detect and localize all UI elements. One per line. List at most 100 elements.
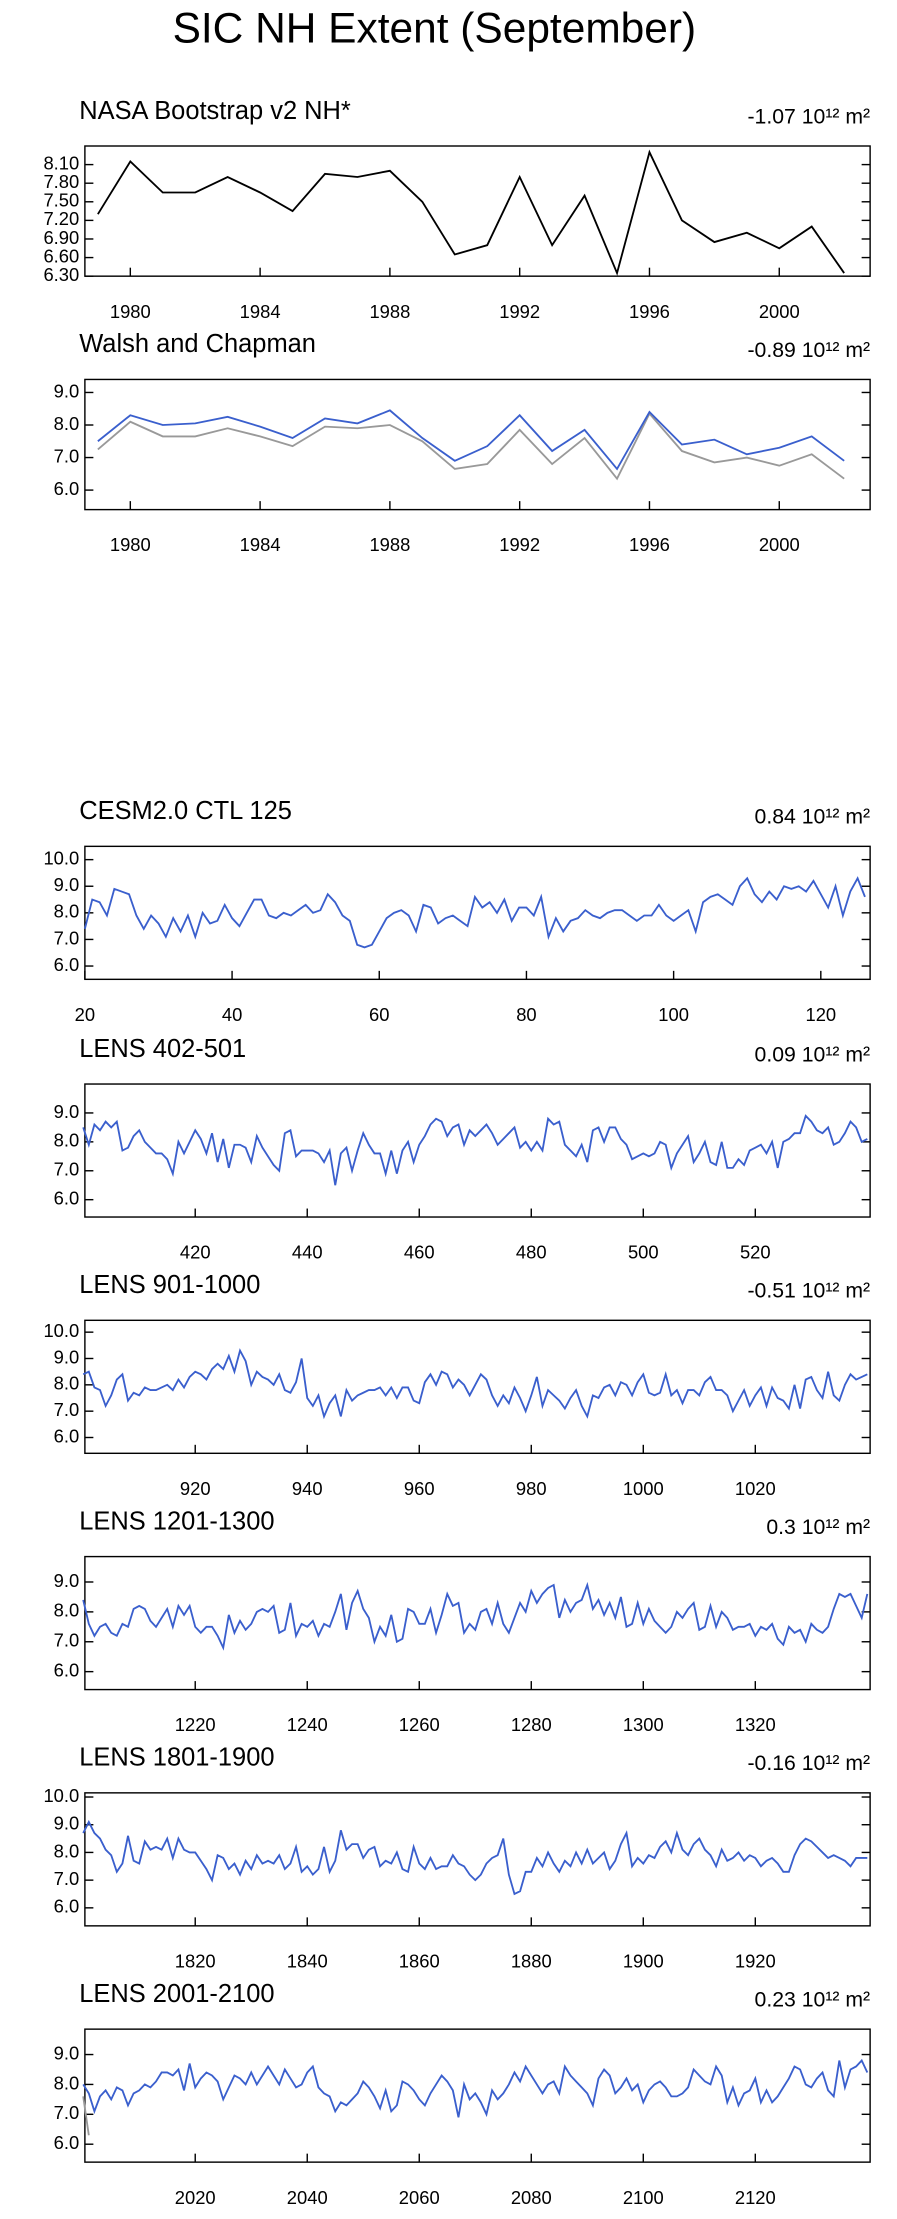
trend-annotation: -0.16 10¹² m² bbox=[747, 1752, 870, 1775]
y-tick-label: 10.0 bbox=[43, 848, 79, 869]
panel-title: CESM2.0 CTL 125 bbox=[79, 797, 292, 825]
x-tick-label: 1840 bbox=[287, 1950, 328, 1971]
x-tick-label: 2040 bbox=[287, 2187, 328, 2208]
y-tick-label: 9.0 bbox=[54, 1813, 80, 1834]
panel-title: LENS 402-501 bbox=[79, 1035, 246, 1063]
y-tick-label: 9.0 bbox=[54, 1346, 80, 1367]
plot-frame bbox=[84, 1319, 871, 1455]
x-tick-label: 1992 bbox=[499, 534, 540, 555]
x-tick-label: 2080 bbox=[511, 2187, 552, 2208]
y-tick-label: 6.30 bbox=[43, 264, 79, 285]
x-tick-label: 420 bbox=[180, 1242, 211, 1263]
x-tick-label: 1020 bbox=[735, 1478, 776, 1499]
x-tick-label: 1220 bbox=[175, 1714, 216, 1735]
x-tick-label: 1984 bbox=[240, 301, 281, 322]
series-line bbox=[97, 409, 845, 471]
x-tick-label: 2020 bbox=[175, 2187, 216, 2208]
y-tick-label: 9.0 bbox=[54, 874, 80, 895]
y-tick-label: 6.90 bbox=[43, 227, 79, 248]
y-tick-label: 7.0 bbox=[54, 927, 80, 948]
y-tick-label: 7.0 bbox=[54, 1630, 80, 1651]
x-tick-label: 980 bbox=[516, 1478, 547, 1499]
panel-title: LENS 1201-1300 bbox=[79, 1507, 274, 1535]
plot-frame bbox=[84, 1555, 871, 1691]
y-tick-label: 6.0 bbox=[54, 1425, 80, 1446]
y-tick-label: 6.60 bbox=[43, 245, 79, 266]
y-tick-label: 7.80 bbox=[43, 171, 79, 192]
plot-frame bbox=[84, 1083, 871, 1218]
y-tick-label: 6.0 bbox=[54, 954, 80, 975]
y-tick-label: 10.0 bbox=[43, 1320, 79, 1341]
y-tick-label: 10.0 bbox=[43, 1785, 79, 1806]
x-tick-label: 2000 bbox=[759, 534, 800, 555]
y-tick-label: 8.0 bbox=[54, 1600, 80, 1621]
x-tick-label: 920 bbox=[180, 1478, 211, 1499]
series-line bbox=[97, 149, 845, 276]
trend-annotation: -1.07 10¹² m² bbox=[747, 105, 870, 128]
x-tick-label: 1996 bbox=[629, 301, 670, 322]
y-tick-label: 6.0 bbox=[54, 1896, 80, 1917]
y-tick-label: 8.0 bbox=[54, 2072, 80, 2093]
x-tick-label: 100 bbox=[658, 1004, 689, 1025]
x-tick-label: 40 bbox=[222, 1004, 242, 1025]
x-tick-label: 480 bbox=[516, 1242, 547, 1263]
x-tick-label: 20 bbox=[75, 1004, 95, 1025]
x-tick-label: 1980 bbox=[110, 301, 151, 322]
trend-annotation: 0.23 10¹² m² bbox=[755, 1988, 871, 2011]
plot-frame bbox=[84, 145, 871, 277]
x-tick-label: 1300 bbox=[623, 1714, 664, 1735]
x-tick-label: 1000 bbox=[623, 1478, 664, 1499]
x-tick-label: 2120 bbox=[735, 2187, 776, 2208]
x-tick-label: 500 bbox=[628, 1242, 659, 1263]
x-tick-label: 80 bbox=[516, 1004, 536, 1025]
x-tick-label: 1240 bbox=[287, 1714, 328, 1735]
x-tick-label: 1996 bbox=[629, 534, 670, 555]
series-line bbox=[82, 1819, 868, 1896]
y-tick-label: 6.0 bbox=[54, 1188, 80, 1209]
plot-frame bbox=[84, 2028, 871, 2163]
x-tick-label: 1320 bbox=[735, 1714, 776, 1735]
x-tick-label: 1980 bbox=[110, 534, 151, 555]
series-line bbox=[82, 2058, 869, 2118]
x-tick-label: 60 bbox=[369, 1004, 389, 1025]
series-line bbox=[82, 1114, 868, 1186]
x-tick-label: 1900 bbox=[623, 1950, 664, 1971]
y-tick-label: 7.0 bbox=[54, 2102, 80, 2123]
x-tick-label: 1988 bbox=[369, 301, 410, 322]
series-line bbox=[82, 2096, 90, 2136]
x-tick-label: 440 bbox=[292, 1242, 323, 1263]
y-tick-label: 8.0 bbox=[54, 1373, 80, 1394]
plot-frame bbox=[84, 378, 871, 511]
panel-title: LENS 901-1000 bbox=[79, 1271, 260, 1299]
x-tick-label: 1820 bbox=[175, 1950, 216, 1971]
x-tick-label: 120 bbox=[805, 1004, 836, 1025]
y-tick-label: 7.20 bbox=[43, 208, 79, 229]
x-tick-label: 2060 bbox=[399, 2187, 440, 2208]
y-tick-label: 7.0 bbox=[54, 1868, 80, 1889]
y-tick-label: 9.0 bbox=[54, 1101, 80, 1122]
trend-annotation: 0.84 10¹² m² bbox=[755, 806, 871, 829]
y-tick-label: 9.0 bbox=[54, 2042, 80, 2063]
series-line bbox=[82, 1348, 868, 1420]
x-tick-label: 1988 bbox=[369, 534, 410, 555]
y-tick-label: 8.0 bbox=[54, 1130, 80, 1151]
x-tick-label: 2100 bbox=[623, 2187, 664, 2208]
series-line bbox=[82, 1581, 869, 1651]
y-tick-label: 6.0 bbox=[54, 478, 80, 499]
x-tick-label: 1280 bbox=[511, 1714, 552, 1735]
x-tick-label: 1880 bbox=[511, 1950, 552, 1971]
panel-title: NASA Bootstrap v2 NH* bbox=[79, 97, 351, 125]
x-tick-label: 1920 bbox=[735, 1950, 776, 1971]
panel-title: LENS 1801-1900 bbox=[79, 1744, 274, 1772]
figure-title: SIC NH Extent (September) bbox=[173, 5, 697, 52]
x-tick-label: 1992 bbox=[499, 301, 540, 322]
x-tick-label: 520 bbox=[740, 1242, 771, 1263]
y-tick-label: 7.50 bbox=[43, 190, 79, 211]
y-tick-label: 6.0 bbox=[54, 2132, 80, 2153]
y-tick-label: 8.0 bbox=[54, 413, 80, 434]
x-tick-label: 1984 bbox=[240, 534, 281, 555]
y-tick-label: 7.0 bbox=[54, 1399, 80, 1420]
panel-title: Walsh and Chapman bbox=[79, 330, 316, 358]
